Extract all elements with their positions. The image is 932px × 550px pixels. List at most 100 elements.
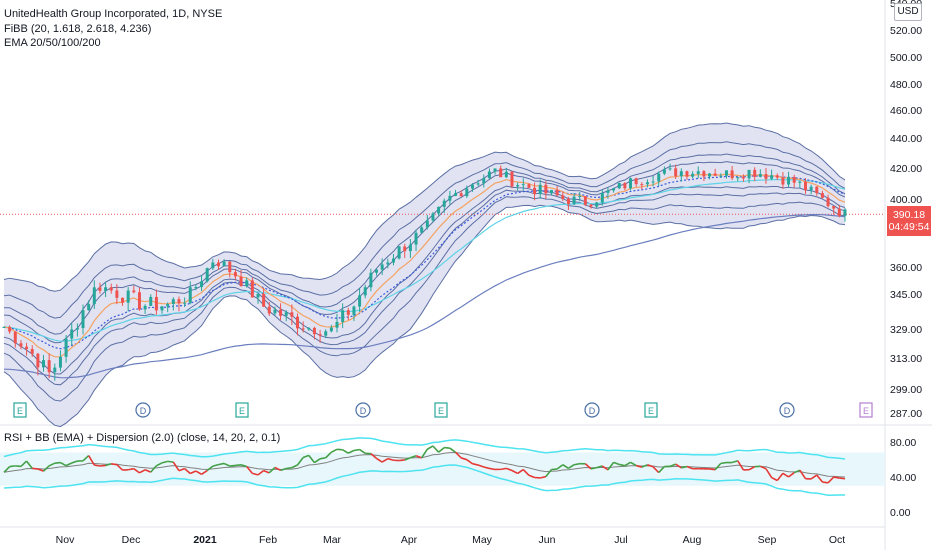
earnings-marker[interactable]	[434, 402, 448, 418]
candle-body	[380, 264, 384, 270]
rsi-line-segment	[776, 472, 784, 482]
earnings-marker[interactable]	[235, 402, 249, 418]
candle-body	[815, 186, 819, 194]
price-tick-label: 480.00	[890, 79, 922, 91]
ema-100-line	[3, 178, 846, 342]
time-axis-label: Oct	[829, 534, 845, 546]
dividend-marker[interactable]	[779, 402, 795, 418]
rsi-signal-line	[3, 451, 846, 478]
candle-body	[708, 173, 712, 177]
candle-body	[256, 294, 260, 298]
rsi-line-segment	[438, 446, 445, 453]
candle-body	[730, 170, 734, 179]
rsi-line-segment	[765, 468, 773, 479]
rsi-line-segment	[782, 472, 789, 478]
earnings-marker[interactable]	[859, 402, 873, 418]
candle-body	[92, 287, 96, 305]
candle-body	[843, 209, 847, 216]
rsi-upper-band	[3, 437, 846, 460]
rsi-line-segment	[71, 460, 78, 464]
rsi-line-segment	[788, 472, 795, 478]
rsi-line-segment	[206, 465, 214, 472]
earnings-marker-label: E	[17, 406, 23, 416]
currency-button[interactable]: USD	[894, 3, 922, 21]
rsi-line-segment	[48, 462, 56, 467]
candle-body	[352, 306, 356, 315]
rsi-line-segment	[771, 476, 778, 482]
dividend-marker[interactable]	[584, 402, 600, 418]
rsi-line-segment	[748, 466, 756, 471]
candle-body	[188, 287, 192, 303]
candle-body	[431, 213, 435, 221]
rsi-line-segment	[584, 463, 592, 470]
rsi-line-segment	[810, 474, 818, 480]
rsi-indicator-label[interactable]: RSI + BB (EMA) + Dispersion (2.0) (close…	[4, 432, 281, 444]
earnings-marker[interactable]	[13, 402, 27, 418]
symbol-title: UnitedHealth Group Incorporated, 1D, NYS…	[4, 8, 223, 20]
rsi-line-segment	[257, 469, 265, 476]
candle-body	[47, 360, 51, 373]
candle-body	[290, 312, 294, 317]
ema-indicator-label[interactable]: EMA 20/50/100/200	[4, 37, 101, 49]
rsi-tick-label: 0.00	[890, 507, 911, 519]
dividend-marker-label: D	[360, 406, 367, 416]
candle-body	[482, 178, 486, 184]
price-tick-label: 360.00	[890, 262, 922, 274]
candle-body	[527, 184, 531, 188]
candle-body	[617, 183, 621, 189]
rsi-line-segment	[381, 457, 389, 463]
rsi-line-segment	[760, 465, 767, 470]
candle-body	[674, 168, 678, 177]
fibb-indicator-label[interactable]: FiBB (20, 1.618, 2.618, 4.236)	[4, 23, 152, 35]
rsi-tick-label: 80.00	[890, 437, 916, 449]
candle-body	[775, 175, 779, 178]
earnings-marker[interactable]	[644, 402, 658, 418]
candle-body	[391, 258, 395, 263]
dividend-marker[interactable]	[355, 402, 371, 418]
candle-body	[470, 184, 474, 189]
candle-body	[555, 190, 559, 196]
rsi-line-segment	[737, 460, 745, 471]
candle-body	[702, 171, 706, 177]
rsi-line-segment	[353, 448, 360, 452]
rsi-line-segment	[545, 469, 553, 478]
fib-band-fill	[4, 123, 845, 427]
rsi-line-segment	[460, 457, 468, 461]
candle-body	[121, 297, 125, 303]
rsi-line-segment	[714, 462, 722, 471]
candle-body	[296, 316, 300, 329]
candle-body	[30, 349, 34, 354]
rsi-line-segment	[268, 466, 276, 474]
last-price-value: 390.18	[892, 209, 926, 221]
fib-band-upper-line	[3, 141, 846, 319]
rsi-line-segment	[635, 464, 643, 468]
rsi-line-segment	[799, 469, 807, 480]
time-axis-label: 2021	[193, 534, 217, 546]
rsi-line-segment	[686, 465, 693, 470]
price-tick-label: 287.00	[890, 408, 922, 420]
candle-body	[273, 309, 277, 314]
time-axis-label: May	[472, 534, 493, 546]
candle-body	[346, 310, 350, 315]
candle-body	[228, 261, 232, 273]
dividend-marker[interactable]	[135, 402, 151, 418]
rsi-line-segment	[426, 445, 434, 450]
rsi-line-segment	[528, 474, 535, 479]
rsi-line-segment	[128, 467, 134, 471]
time-axis-label: Jul	[614, 534, 627, 546]
candle-body	[307, 327, 311, 330]
candle-body	[820, 193, 824, 198]
candle-body	[250, 280, 254, 298]
candle-body	[741, 177, 745, 179]
candle-body	[143, 305, 147, 310]
candle-body	[70, 329, 74, 339]
candle-body	[262, 294, 266, 307]
candle-body	[25, 346, 29, 350]
rsi-line-segment	[3, 466, 11, 473]
candle-body	[358, 295, 362, 307]
candle-body	[132, 290, 136, 293]
rsi-line-segment	[376, 457, 383, 463]
earnings-marker-label: E	[239, 406, 245, 416]
